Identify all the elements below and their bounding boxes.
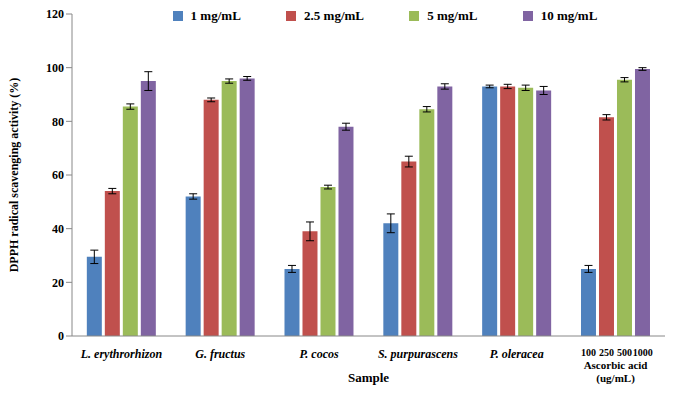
svg-text:1000: 1000 [633, 347, 653, 358]
svg-text:Ascorbic acid: Ascorbic acid [584, 359, 648, 371]
svg-text:100: 100 [581, 347, 596, 358]
svg-text:DPPH radical scavenging activi: DPPH radical scavenging activity (%) [8, 78, 21, 273]
svg-text:80: 80 [52, 115, 64, 129]
svg-text:60: 60 [52, 168, 64, 182]
html-text:10 mg/mL: 10 mg/mL [540, 8, 598, 23]
svg-text:120: 120 [46, 8, 64, 21]
svg-text:G. fructus: G. fructus [195, 347, 245, 361]
html-text:2.5 mg/mL: 2.5 mg/mL [304, 8, 364, 23]
html-text:1 mg/mL: 1 mg/mL [190, 8, 241, 23]
svg-text:20: 20 [52, 276, 64, 290]
svg-text:L. erythrorhizon: L. erythrorhizon [80, 347, 163, 361]
svg-text:500: 500 [617, 347, 632, 358]
html-text:5 mg/mL: 5 mg/mL [427, 8, 478, 23]
svg-text:S. purpurascens: S. purpurascens [378, 347, 458, 361]
svg-text:100: 100 [46, 61, 64, 75]
svg-text:(ug/mL): (ug/mL) [596, 372, 635, 385]
svg-text:P. oleracea: P. oleracea [490, 347, 544, 361]
svg-text:Sample: Sample [348, 370, 389, 385]
svg-text:40: 40 [52, 222, 64, 236]
svg-text:P. cocos: P. cocos [300, 347, 339, 361]
svg-text:250: 250 [599, 347, 614, 358]
svg-text:0: 0 [58, 329, 64, 343]
